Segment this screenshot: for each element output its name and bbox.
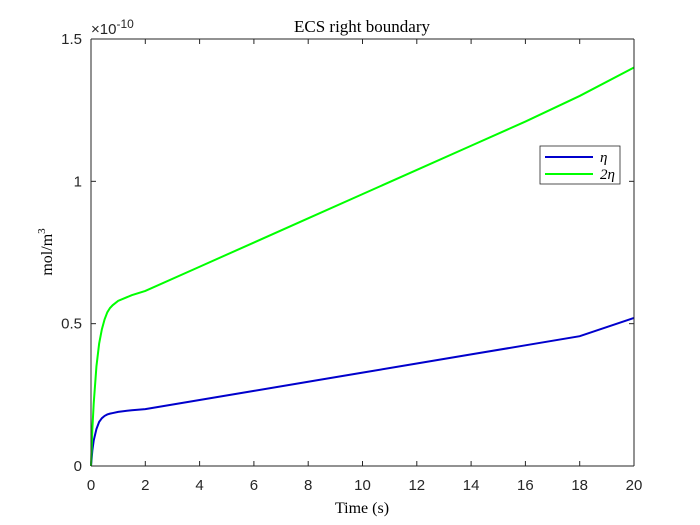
x-tick-label: 10 xyxy=(354,477,371,494)
legend-box xyxy=(539,145,621,185)
x-tick-label: 8 xyxy=(304,477,312,494)
y-tick-label: 1.5 xyxy=(61,31,82,48)
series-line-eta xyxy=(90,317,635,467)
plot-area xyxy=(91,39,634,466)
x-tick-label: 18 xyxy=(571,477,588,494)
x-tick-label: 0 xyxy=(87,477,95,494)
x-tick-label: 14 xyxy=(463,477,480,494)
x-tick-labels: 0 2 4 6 8 10 12 14 16 18 20 xyxy=(87,477,643,494)
y-tick-labels: 0 0.5 1 1.5 xyxy=(61,31,82,475)
y-tick-label: 0 xyxy=(74,458,82,475)
series-line-2eta xyxy=(90,66,635,467)
legend-label-2eta: 2η xyxy=(600,167,615,183)
y-exponent-prefix: ×10 xyxy=(91,21,116,38)
x-tick-label: 12 xyxy=(408,477,425,494)
y-tick-label: 1 xyxy=(74,173,82,190)
x-axis-label: Time (s) xyxy=(335,500,389,517)
series-layer xyxy=(90,66,635,467)
y-exponent: ×10-10 xyxy=(91,17,134,38)
y-axis-label-superscript: 3 xyxy=(36,228,48,234)
legend: η 2η xyxy=(539,145,621,185)
legend-label-eta: η xyxy=(600,150,607,166)
y-axis-label: mol/m3 xyxy=(36,228,56,276)
y-exponent-power: -10 xyxy=(116,17,134,31)
y-tick-label: 0.5 xyxy=(61,316,82,333)
x-tick-label: 20 xyxy=(626,477,643,494)
x-tick-label: 16 xyxy=(517,477,534,494)
tick-layer xyxy=(90,38,635,467)
x-tick-label: 4 xyxy=(195,477,203,494)
chart-title: ECS right boundary xyxy=(294,17,430,36)
x-tick-label: 6 xyxy=(250,477,258,494)
y-axis-label-base: mol/m xyxy=(39,233,56,275)
x-tick-label: 2 xyxy=(141,477,149,494)
